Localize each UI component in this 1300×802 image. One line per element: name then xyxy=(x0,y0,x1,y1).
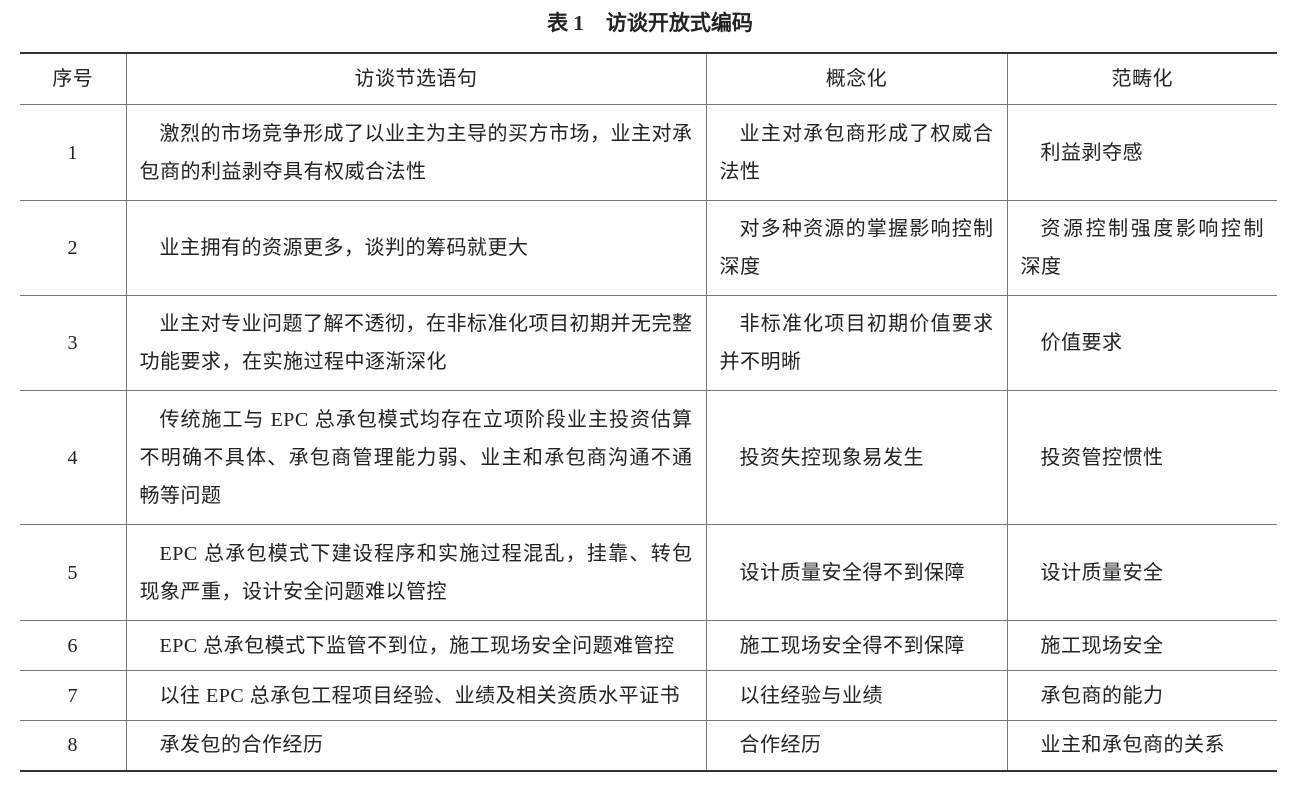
table-row: 4 传统施工与 EPC 总承包模式均存在立项阶段业主投资估算不明确不具体、承包商管… xyxy=(20,390,1277,525)
row-concept: 投资失控现象易发生 xyxy=(705,390,1008,525)
row-category: 施工现场安全 xyxy=(1006,620,1277,671)
row-concept: 合作经历 xyxy=(705,720,1008,771)
row-excerpt: 传统施工与 EPC 总承包模式均存在立项阶段业主投资估算不明确不具体、承包商管理… xyxy=(125,390,707,525)
table-caption: 表 1 访谈开放式编码 xyxy=(0,8,1300,38)
table-row: 1 激烈的市场竞争形成了以业主为主导的买方市场，业主对承包商的利益剥夺具有权威合法… xyxy=(20,104,1277,201)
row-excerpt: 承发包的合作经历 xyxy=(125,720,707,771)
header-index: 序号 xyxy=(20,52,127,105)
table-row: 8 承发包的合作经历 合作经历 业主和承包商的关系 xyxy=(20,720,1277,771)
row-index: 6 xyxy=(20,620,127,671)
row-concept: 施工现场安全得不到保障 xyxy=(705,620,1008,671)
row-index: 5 xyxy=(20,524,127,621)
row-concept: 对多种资源的掌握影响控制深度 xyxy=(705,200,1008,296)
table-number: 表 1 xyxy=(547,11,584,35)
row-excerpt: EPC 总承包模式下监管不到位，施工现场安全问题难管控 xyxy=(125,620,707,671)
header-excerpt: 访谈节选语句 xyxy=(125,52,707,105)
row-category: 投资管控惯性 xyxy=(1006,390,1277,525)
table-row: 5 EPC 总承包模式下建设程序和实施过程混乱，挂靠、转包现象严重，设计安全问题难… xyxy=(20,524,1277,621)
table-row: 6 EPC 总承包模式下监管不到位，施工现场安全问题难管控 施工现场安全得不到保障施… xyxy=(20,620,1277,671)
row-index: 2 xyxy=(20,200,127,296)
table-row: 7 以往 EPC 总承包工程项目经验、业绩及相关资质水平证书 以往经验与业绩 承包商的… xyxy=(20,670,1277,721)
table-title: 访谈开放式编码 xyxy=(605,11,753,35)
row-category: 利益剥夺感 xyxy=(1006,104,1277,201)
table-row: 3 业主对专业问题了解不透彻，在非标准化项目初期并无完整功能要求，在实施过程中逐渐… xyxy=(20,295,1277,391)
row-index: 3 xyxy=(20,295,127,391)
header-category: 范畴化 xyxy=(1006,52,1277,105)
row-category: 资源控制强度影响控制深度 xyxy=(1006,200,1277,296)
row-concept: 业主对承包商形成了权威合法性 xyxy=(705,104,1008,201)
row-excerpt: 以往 EPC 总承包工程项目经验、业绩及相关资质水平证书 xyxy=(125,670,707,721)
header-concept: 概念化 xyxy=(705,52,1008,105)
coding-table: 序号 访谈节选语句 概念化 范畴化 1 激烈的市场竞争形成了以业主为主导的买方市场… xyxy=(20,52,1277,772)
table-row: 2 业主拥有的资源更多，谈判的筹码就更大 对多种资源的掌握影响控制深度 资源控制强度影… xyxy=(20,200,1277,296)
row-index: 1 xyxy=(20,104,127,201)
row-category: 价值要求 xyxy=(1006,295,1277,391)
row-index: 7 xyxy=(20,670,127,721)
row-excerpt: EPC 总承包模式下建设程序和实施过程混乱，挂靠、转包现象严重，设计安全问题难以… xyxy=(125,524,707,621)
row-category: 业主和承包商的关系 xyxy=(1006,720,1277,771)
row-index: 8 xyxy=(20,720,127,771)
row-concept: 非标准化项目初期价值要求并不明晰 xyxy=(705,295,1008,391)
row-concept: 设计质量安全得不到保障 xyxy=(705,524,1008,621)
row-excerpt: 业主拥有的资源更多，谈判的筹码就更大 xyxy=(125,200,707,296)
header-row: 序号 访谈节选语句 概念化 范畴化 xyxy=(20,52,1277,105)
row-index: 4 xyxy=(20,390,127,525)
row-category: 承包商的能力 xyxy=(1006,670,1277,721)
row-concept: 以往经验与业绩 xyxy=(705,670,1008,721)
row-category: 设计质量安全 xyxy=(1006,524,1277,621)
row-excerpt: 激烈的市场竞争形成了以业主为主导的买方市场，业主对承包商的利益剥夺具有权威合法性 xyxy=(125,104,707,201)
row-excerpt: 业主对专业问题了解不透彻，在非标准化项目初期并无完整功能要求，在实施过程中逐渐深… xyxy=(125,295,707,391)
